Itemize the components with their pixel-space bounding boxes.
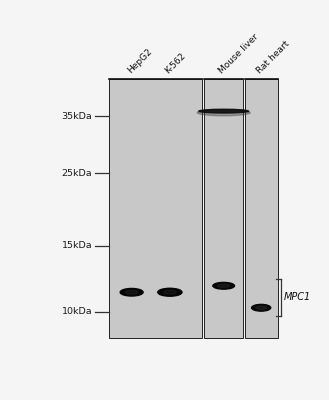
Ellipse shape <box>125 290 138 294</box>
Bar <box>109 79 202 338</box>
Text: HepG2: HepG2 <box>125 47 153 75</box>
Bar <box>204 79 243 338</box>
Bar <box>204 79 243 338</box>
Bar <box>244 79 278 338</box>
Ellipse shape <box>120 288 143 296</box>
Text: Rat heart: Rat heart <box>255 39 291 75</box>
Text: Mouse liver: Mouse liver <box>217 32 261 75</box>
Ellipse shape <box>213 282 235 289</box>
Bar <box>109 79 202 338</box>
Ellipse shape <box>197 110 250 116</box>
Text: MPC1: MPC1 <box>284 292 311 302</box>
Text: K-562: K-562 <box>164 51 188 75</box>
Ellipse shape <box>158 288 182 296</box>
Text: 35kDa: 35kDa <box>62 112 92 121</box>
Ellipse shape <box>163 290 177 294</box>
Bar <box>244 79 278 338</box>
Ellipse shape <box>199 109 248 113</box>
Text: 25kDa: 25kDa <box>62 169 92 178</box>
Ellipse shape <box>218 284 230 288</box>
Ellipse shape <box>256 306 266 310</box>
Ellipse shape <box>252 304 271 311</box>
Text: 15kDa: 15kDa <box>62 241 92 250</box>
Text: 10kDa: 10kDa <box>62 307 92 316</box>
